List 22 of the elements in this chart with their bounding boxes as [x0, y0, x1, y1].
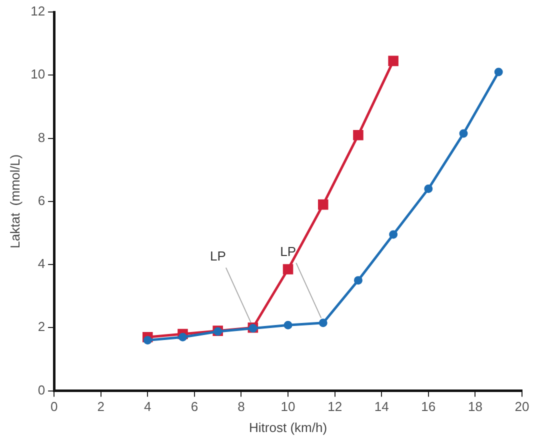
annotation: LP [280, 244, 296, 260]
x-tick-label: 2 [97, 399, 104, 414]
y-tick-label: 4 [38, 256, 46, 272]
x-tick-label: 20 [514, 399, 530, 414]
x-tick-label: 4 [144, 399, 152, 414]
y-tick-label: 12 [30, 4, 46, 19]
y-tick-label: 2 [38, 319, 46, 334]
x-tick-label: 8 [238, 399, 245, 414]
x-tick-label: 18 [468, 399, 482, 414]
annotation: LP [210, 248, 226, 264]
y-axis-title: Laktat (mmol/L) [7, 154, 22, 248]
y-tick-label: 0 [38, 382, 46, 398]
y-tick-label: 10 [30, 66, 46, 82]
x-tick-label: 16 [421, 399, 436, 414]
x-tick-label: 6 [190, 399, 198, 414]
x-tick-label: 10 [280, 399, 296, 414]
y-tick-label: 8 [38, 130, 46, 145]
x-tick-label: 12 [328, 399, 342, 414]
x-tick-label: 14 [374, 399, 389, 414]
x-axis-title: Hitrost (km/h) [249, 420, 328, 435]
x-tick-label: 0 [50, 399, 58, 414]
y-tick-label: 6 [38, 192, 46, 208]
